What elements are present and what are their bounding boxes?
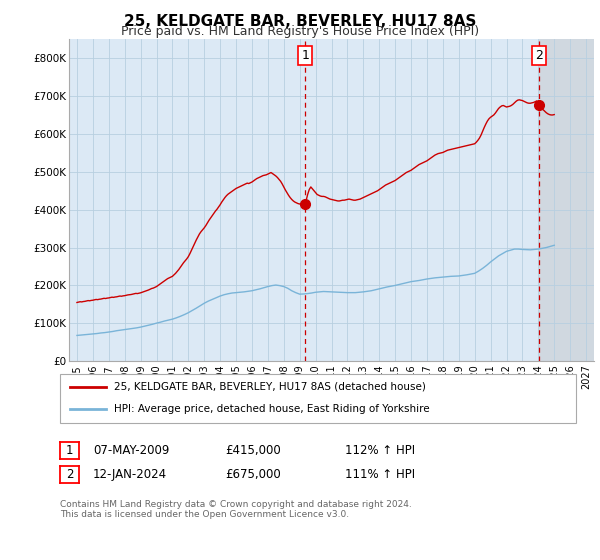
Text: 12-JAN-2024: 12-JAN-2024 bbox=[93, 468, 167, 481]
Text: 2: 2 bbox=[66, 468, 73, 481]
FancyBboxPatch shape bbox=[60, 374, 576, 423]
Text: Price paid vs. HM Land Registry's House Price Index (HPI): Price paid vs. HM Land Registry's House … bbox=[121, 25, 479, 38]
Text: 112% ↑ HPI: 112% ↑ HPI bbox=[345, 444, 415, 458]
Text: 25, KELDGATE BAR, BEVERLEY, HU17 8AS (detached house): 25, KELDGATE BAR, BEVERLEY, HU17 8AS (de… bbox=[114, 382, 426, 392]
Text: HPI: Average price, detached house, East Riding of Yorkshire: HPI: Average price, detached house, East… bbox=[114, 404, 430, 414]
Text: 111% ↑ HPI: 111% ↑ HPI bbox=[345, 468, 415, 481]
Text: 2: 2 bbox=[535, 49, 543, 62]
Text: Contains HM Land Registry data © Crown copyright and database right 2024.
This d: Contains HM Land Registry data © Crown c… bbox=[60, 500, 412, 519]
Text: 25, KELDGATE BAR, BEVERLEY, HU17 8AS: 25, KELDGATE BAR, BEVERLEY, HU17 8AS bbox=[124, 14, 476, 29]
Text: £415,000: £415,000 bbox=[225, 444, 281, 458]
Text: 1: 1 bbox=[66, 444, 73, 458]
Bar bbox=[539, 39, 594, 361]
Text: 1: 1 bbox=[301, 49, 309, 62]
Text: 07-MAY-2009: 07-MAY-2009 bbox=[93, 444, 169, 458]
Text: £675,000: £675,000 bbox=[225, 468, 281, 481]
